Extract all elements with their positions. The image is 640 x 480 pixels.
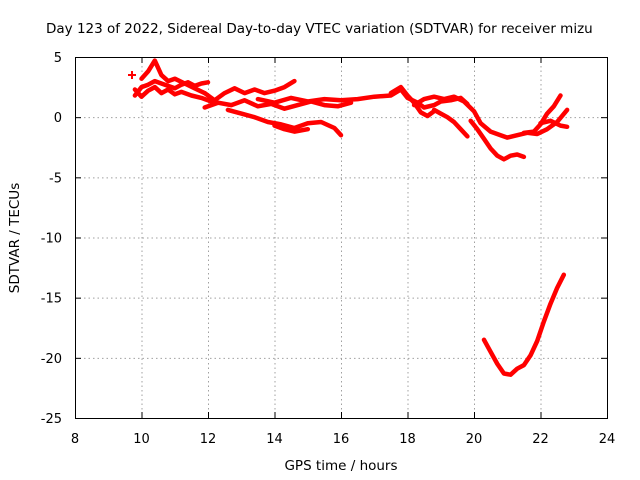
x-tick-label: 22 [532,432,549,447]
series-arc-14 [538,118,570,130]
series-arc-3 [139,58,207,96]
y-tick-label: -5 [49,171,62,186]
grid-lines [75,57,607,418]
series-arc-9 [388,84,437,119]
series-arc-13 [521,93,563,136]
x-tick-label: 10 [133,432,150,447]
series-arc-4 [202,78,297,103]
x-tick-label: 14 [266,432,283,447]
y-tick-label: -10 [41,232,62,247]
x-tick-label: 20 [466,432,483,447]
x-tick-label: 8 [71,432,79,447]
y-tick-label: 5 [54,51,62,66]
y-axis-title: SDTVAR / TECUs [7,183,23,293]
x-tick-label: 24 [599,432,616,447]
y-tick-label: -20 [41,352,62,367]
y-tick-label: 0 [54,111,62,126]
y-tick-labels: 5 0 -5 -10 -15 -20 -25 [41,51,62,427]
series-arc-10 [411,94,570,140]
axis-ticks [75,57,608,419]
x-tick-label: 18 [399,432,416,447]
x-tick-label: 12 [200,432,217,447]
series-arc-5 [202,98,354,111]
y-tick-label: -15 [41,292,62,307]
data-series [128,58,570,377]
series-arc-7 [272,123,311,134]
x-axis-title: GPS time / hours [284,458,397,474]
x-tick-label: 16 [333,432,350,447]
series-arc-1 [132,78,211,98]
x-tick-labels: 8 10 12 14 16 18 20 22 24 [71,432,615,447]
series-arc-12 [468,118,527,162]
series-arc-11 [431,107,470,139]
series-arc-6 [225,107,344,138]
series-arc-2 [132,84,214,104]
series-arc-15 [481,272,567,377]
y-tick-label: -25 [41,412,62,427]
chart-title: Day 123 of 2022, Sidereal Day-to-day VTE… [46,21,593,37]
outlier-point [128,71,136,79]
